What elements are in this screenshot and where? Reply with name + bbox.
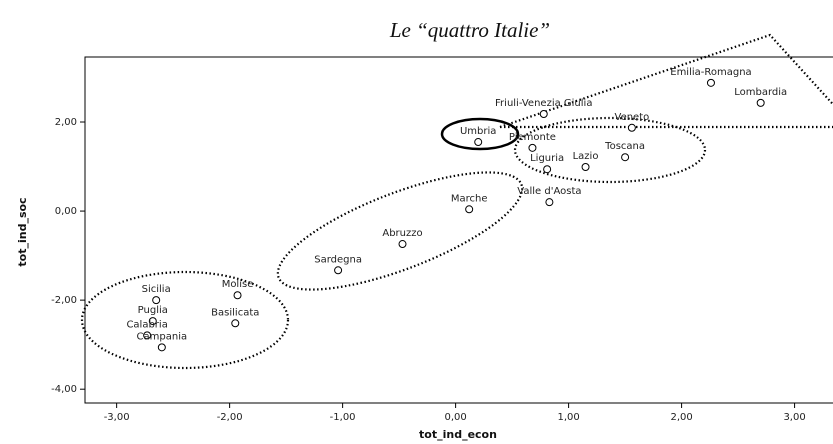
point-label: Puglia: [138, 305, 168, 316]
point-label: Marche: [451, 193, 488, 204]
point-label: Umbria: [460, 126, 496, 137]
point: [233, 291, 242, 300]
point: [581, 162, 590, 171]
group-ellipse: [276, 171, 524, 291]
point: [334, 266, 343, 275]
y-axis-label: tot_ind_soc: [16, 197, 29, 266]
point: [148, 317, 157, 326]
chart-title: Le “quattro Italie”: [389, 18, 550, 42]
point-label: Basilicata: [211, 307, 259, 318]
point-label: Liguria: [530, 153, 564, 164]
x-tick-label: 2,00: [670, 412, 692, 423]
point: [143, 331, 152, 340]
y-tick-label: 0,00: [55, 206, 77, 217]
x-tick-label: -3,00: [104, 412, 130, 423]
point-label: Sicilia: [142, 284, 171, 295]
group-ellipse: [80, 270, 290, 370]
point-label: Molise: [222, 279, 254, 290]
point: [627, 123, 636, 132]
umbria-ring: [440, 117, 520, 151]
group-ellipse: [513, 116, 707, 184]
y-tick-label: -2,00: [51, 295, 77, 306]
group-triangle: [499, 33, 833, 129]
x-tick-label: -1,00: [330, 412, 356, 423]
point: [398, 240, 407, 249]
point-label: Abruzzo: [382, 228, 422, 239]
y-tick-label: -4,00: [51, 384, 77, 395]
point: [539, 109, 548, 118]
x-tick-label: 0,00: [444, 412, 466, 423]
point: [465, 205, 474, 214]
point: [474, 138, 483, 147]
y-tick-label: 2,00: [55, 117, 77, 128]
point: [528, 143, 537, 152]
point-label: Lombardia: [734, 87, 787, 98]
point: [231, 319, 240, 328]
point-label: Veneto: [615, 112, 650, 123]
point-label: Friuli-Venezia Giulia: [495, 98, 592, 109]
point: [756, 98, 765, 107]
x-tick-label: -2,00: [217, 412, 243, 423]
point: [543, 165, 552, 174]
point-label: Piemonte: [509, 132, 556, 143]
point: [706, 78, 715, 87]
point: [545, 198, 554, 207]
point: [157, 343, 166, 352]
point: [152, 296, 161, 305]
annotations: [80, 33, 833, 370]
x-axis-label: tot_ind_econ: [419, 428, 497, 441]
point-label: Valle d'Aosta: [517, 186, 581, 197]
x-tick-label: 1,00: [557, 412, 579, 423]
point-label: Calabria: [126, 319, 167, 330]
x-tick-label: 3,00: [783, 412, 805, 423]
point-label: Toscana: [604, 141, 645, 152]
point-label: Campania: [137, 331, 188, 342]
point: [621, 153, 630, 162]
point-label: Lazio: [573, 151, 599, 162]
point-label: Emilia-Romagna: [670, 67, 751, 78]
plot-frame: [84, 56, 833, 404]
point-label: Sardegna: [314, 254, 362, 265]
